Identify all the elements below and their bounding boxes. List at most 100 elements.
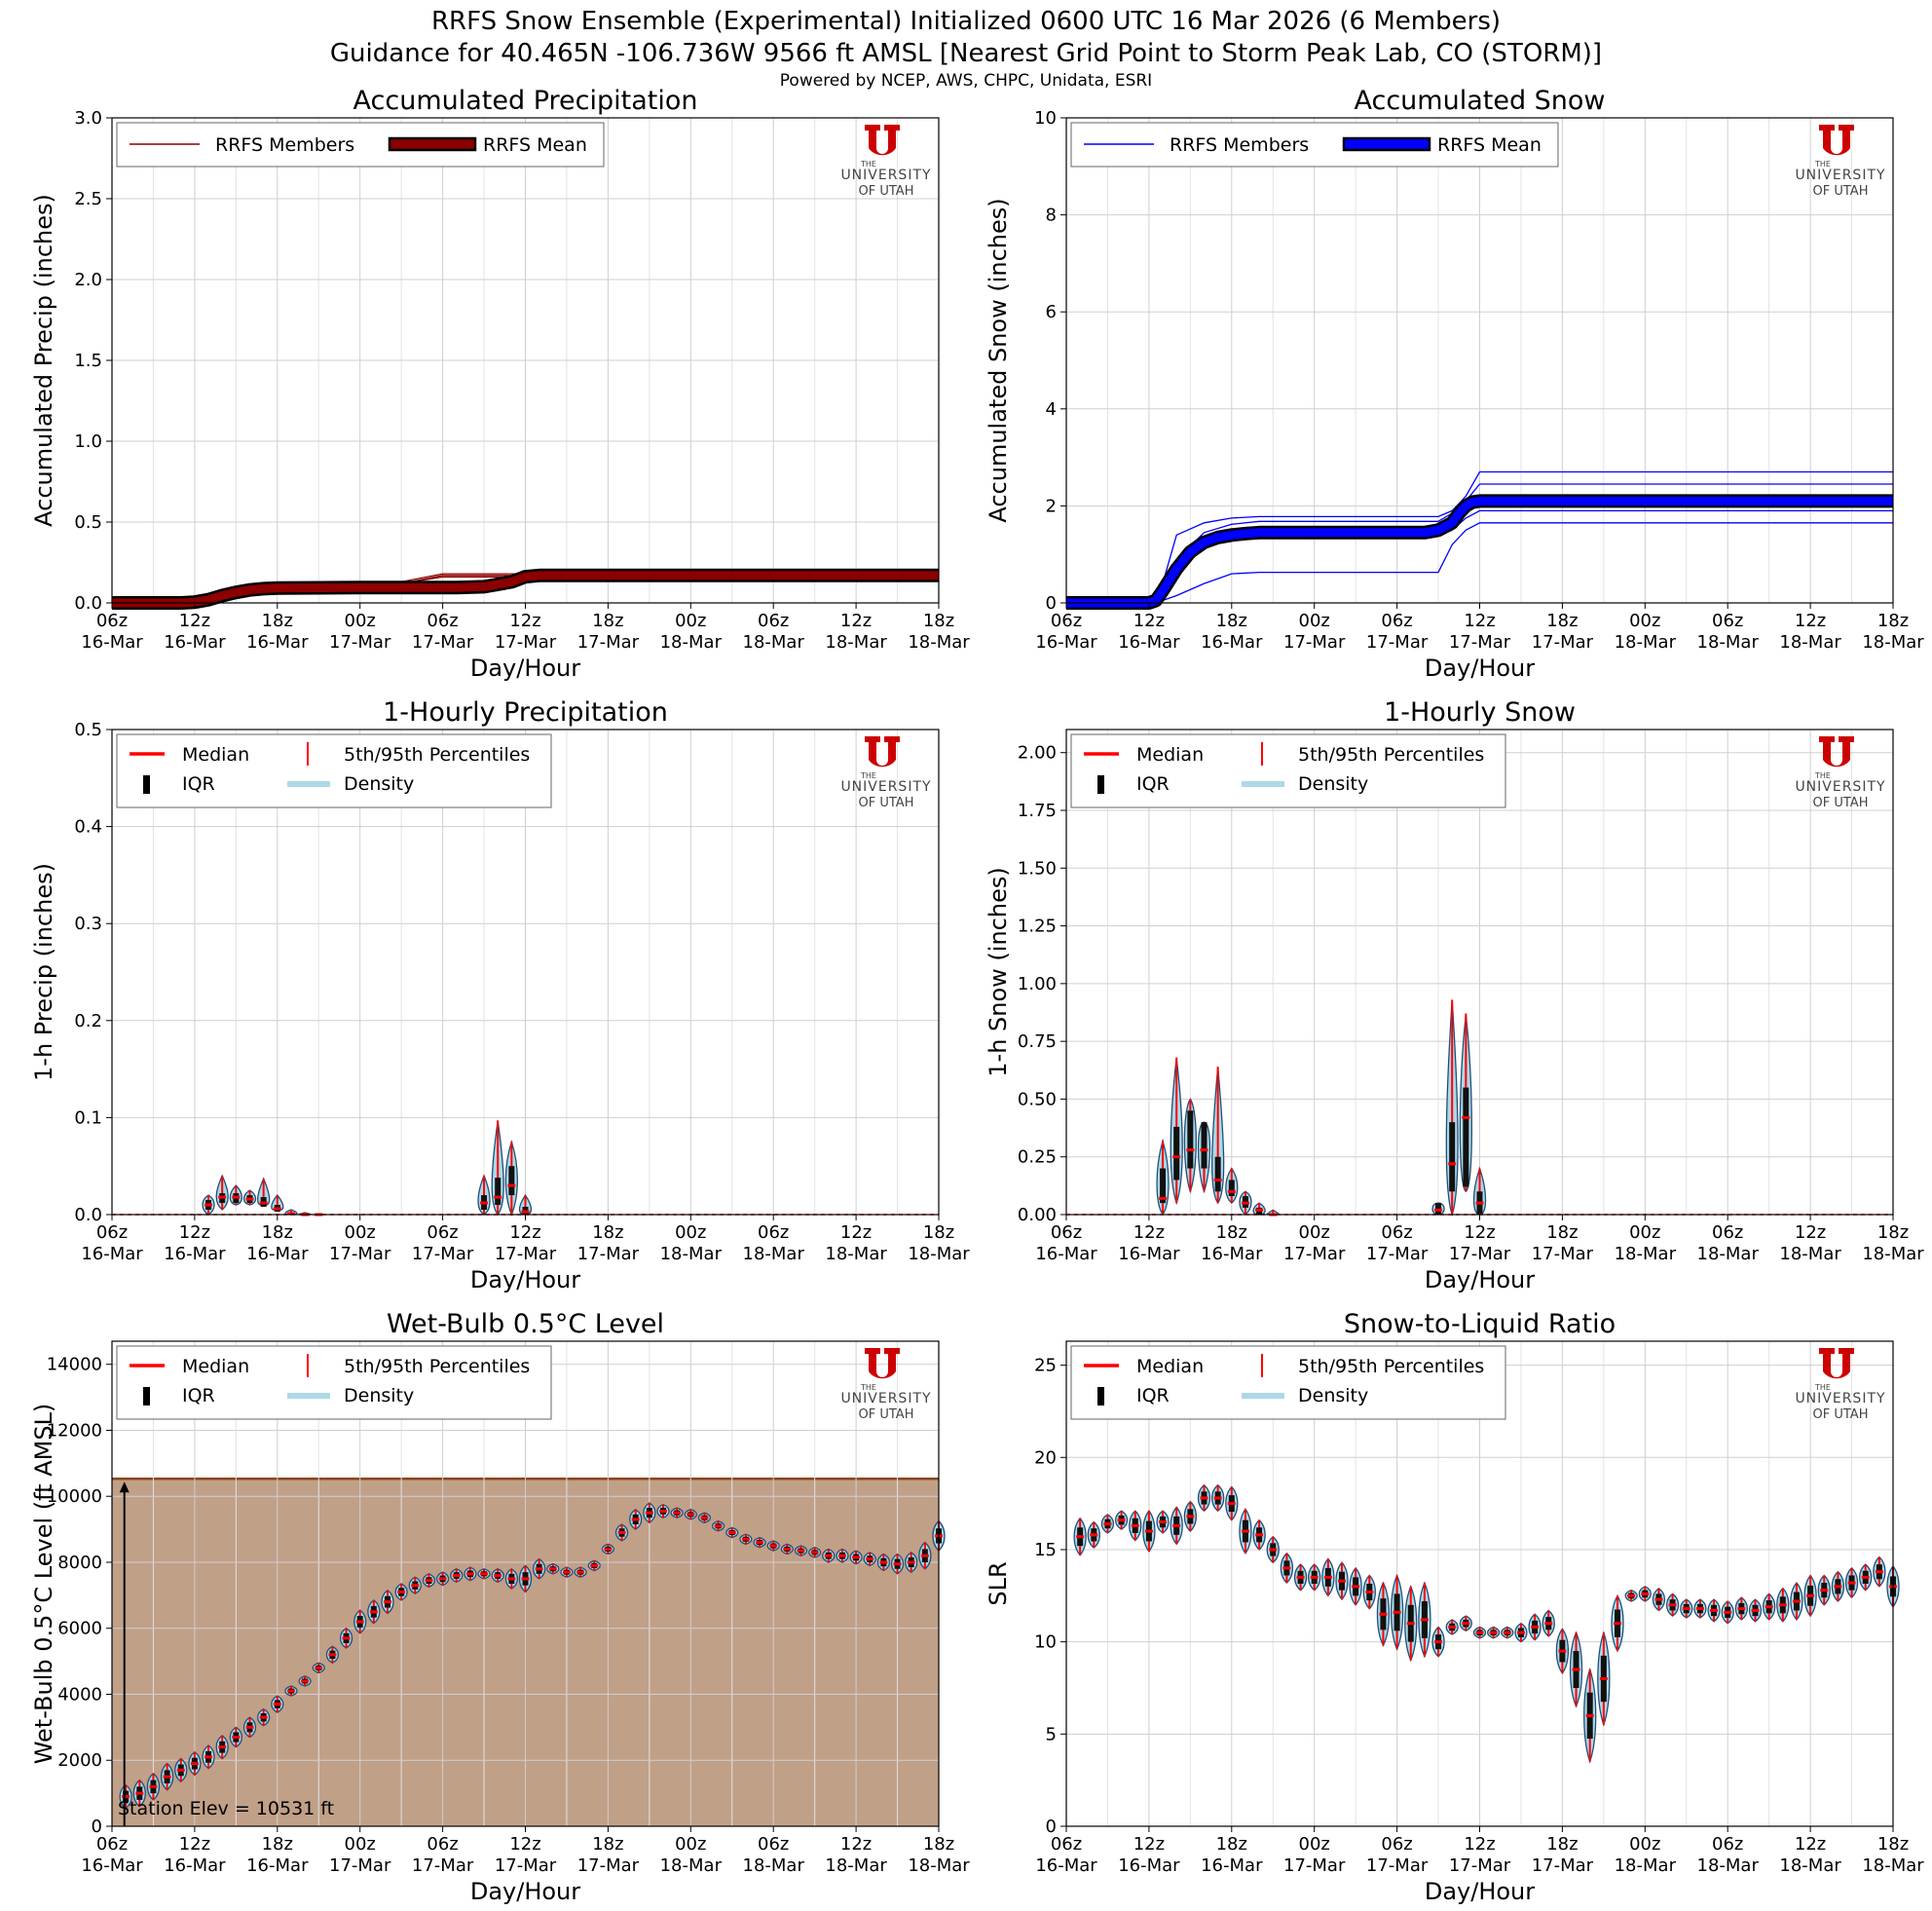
x-axis-label: Day/Hour xyxy=(1425,655,1535,682)
x-tick-label-date: 16-Mar xyxy=(164,1244,226,1264)
legend-members-label: RRFS Members xyxy=(1170,134,1309,156)
logo-university-text: UNIVERSITY xyxy=(840,168,931,183)
iqr-box xyxy=(1228,1180,1235,1197)
logo-of-utah-text: OF UTAH xyxy=(1813,796,1869,810)
x-tick-label-hour: 12z xyxy=(1133,1222,1165,1243)
x-tick-label-hour: 12z xyxy=(179,611,210,631)
panel-title: Wet-Bulb 0.5°C Level xyxy=(387,1309,664,1339)
logo-university-text: UNIVERSITY xyxy=(1795,168,1885,183)
panel-slr: 06z16-Mar12z16-Mar18z16-Mar00z17-Mar06z1… xyxy=(985,1309,1924,1905)
y-tick-label: 6000 xyxy=(57,1619,102,1639)
x-tick-label-date: 16-Mar xyxy=(1035,1244,1097,1264)
y-tick-label: 10000 xyxy=(47,1486,102,1507)
grid xyxy=(111,117,940,604)
x-tick-label-date: 16-Mar xyxy=(1201,1855,1263,1876)
legend-median-label: Median xyxy=(182,744,249,766)
panel-wetbulb: Station Elev = 10531 ft06z16-Mar12z16-Ma… xyxy=(30,1309,970,1905)
arrow-head-icon xyxy=(119,1481,130,1493)
x-tick-label-hour: 06z xyxy=(1381,611,1412,631)
x-tick-label-date: 18-Mar xyxy=(1779,1244,1841,1264)
panel-title: 1-Hourly Snow xyxy=(1384,697,1576,728)
x-tick-label-hour: 06z xyxy=(1051,611,1082,631)
y-axis-label: 1-h Precip (inches) xyxy=(30,863,57,1081)
x-tick-label-date: 18-Mar xyxy=(1862,1855,1924,1876)
legend-density-label: Density xyxy=(1298,773,1368,795)
x-tick-label-hour: 12z xyxy=(840,611,872,631)
figure-title-line2: Guidance for 40.465N -106.736W 9566 ft A… xyxy=(330,39,1602,68)
x-tick-label-hour: 18z xyxy=(262,1834,293,1855)
x-axis-label: Day/Hour xyxy=(470,655,580,682)
x-tick-label-hour: 18z xyxy=(1877,1834,1909,1855)
legend-median-label: Median xyxy=(1136,1356,1204,1377)
x-tick-label-date: 17-Mar xyxy=(1366,1244,1429,1264)
x-axis-label: Day/Hour xyxy=(470,1266,580,1293)
y-tick-label: 4 xyxy=(1046,399,1057,420)
x-tick-label-hour: 12z xyxy=(1795,1834,1826,1855)
iqr-box xyxy=(1214,1156,1221,1192)
logo-of-utah-text: OF UTAH xyxy=(1813,1407,1869,1422)
x-tick-label-hour: 18z xyxy=(262,1222,293,1243)
x-axis-label: Day/Hour xyxy=(1425,1266,1535,1293)
iqr-box xyxy=(1449,1122,1456,1192)
iqr-box xyxy=(1201,1122,1208,1169)
x-tick-label-date: 18-Mar xyxy=(908,1244,970,1264)
x-tick-label-date: 18-Mar xyxy=(908,1855,970,1876)
x-tick-label-date: 18-Mar xyxy=(660,1244,723,1264)
legend-box xyxy=(116,1345,552,1420)
y-tick-label: 0.5 xyxy=(74,720,102,740)
x-tick-label-date: 16-Mar xyxy=(164,1855,226,1876)
x-tick-label-date: 18-Mar xyxy=(1779,632,1841,653)
y-axis-label: Wet-Bulb 0.5°C Level (ft AMSL) xyxy=(30,1404,57,1765)
x-tick-label-hour: 12z xyxy=(179,1222,210,1243)
chart-panels: 06z16-Mar12z16-Mar18z16-Mar00z17-Mar06z1… xyxy=(30,86,1924,1905)
y-tick-label: 10 xyxy=(1034,108,1057,129)
x-tick-label-hour: 18z xyxy=(1216,611,1247,631)
y-tick-label: 1.50 xyxy=(1018,858,1057,879)
x-tick-label-hour: 06z xyxy=(96,1834,128,1855)
y-axis-label: SLR xyxy=(985,1561,1012,1605)
logo-the-text: THE xyxy=(860,771,876,780)
x-tick-label-hour: 18z xyxy=(1546,1222,1578,1243)
figure-title-line1: RRFS Snow Ensemble (Experimental) Initia… xyxy=(431,7,1501,36)
x-tick-label-date: 17-Mar xyxy=(1366,632,1429,653)
y-tick-label: 1.5 xyxy=(74,351,102,371)
x-tick-label-hour: 06z xyxy=(1381,1834,1412,1855)
block-u-icon xyxy=(865,125,900,156)
x-tick-label-date: 17-Mar xyxy=(577,1855,640,1876)
x-tick-label-hour: 18z xyxy=(923,1222,954,1243)
block-u-icon xyxy=(865,1348,900,1379)
legend: RRFS Members RRFS Mean xyxy=(116,122,605,168)
x-tick-label-date: 17-Mar xyxy=(1449,1855,1511,1876)
x-tick-label-hour: 12z xyxy=(1133,1834,1165,1855)
legend-density-label: Density xyxy=(1298,1385,1368,1406)
x-tick-label-date: 17-Mar xyxy=(412,1244,474,1264)
legend-iqr-label: IQR xyxy=(1136,1385,1170,1406)
iqr-box xyxy=(508,1166,515,1196)
x-tick-label-date: 16-Mar xyxy=(1201,1244,1263,1264)
y-tick-label: 2000 xyxy=(57,1750,102,1771)
x-tick-label-date: 16-Mar xyxy=(1118,632,1180,653)
y-tick-label: 5 xyxy=(1046,1724,1057,1744)
y-axis-label: 1-h Snow (inches) xyxy=(985,867,1012,1076)
legend-density-label: Density xyxy=(344,1385,414,1406)
x-tick-label-date: 18-Mar xyxy=(1697,632,1760,653)
legend: RRFS Members RRFS Mean xyxy=(1070,122,1559,168)
x-tick-label-date: 17-Mar xyxy=(1366,1855,1429,1876)
x-tick-label-hour: 06z xyxy=(1051,1834,1082,1855)
x-tick-label-hour: 00z xyxy=(345,1834,376,1855)
logo-the-text: THE xyxy=(860,160,876,169)
logo-of-utah-text: OF UTAH xyxy=(859,184,914,199)
y-tick-label: 15 xyxy=(1034,1540,1057,1560)
y-tick-label: 10 xyxy=(1034,1632,1057,1653)
x-tick-label-hour: 18z xyxy=(923,611,954,631)
block-u-icon xyxy=(865,736,900,768)
y-tick-label: 25 xyxy=(1034,1356,1057,1376)
y-tick-label: 4000 xyxy=(57,1684,102,1705)
logo-the-text: THE xyxy=(1814,771,1831,780)
panel-hourly_snow: 06z16-Mar12z16-Mar18z16-Mar00z17-Mar06z1… xyxy=(985,697,1924,1293)
legend-median-label: Median xyxy=(1136,744,1204,766)
